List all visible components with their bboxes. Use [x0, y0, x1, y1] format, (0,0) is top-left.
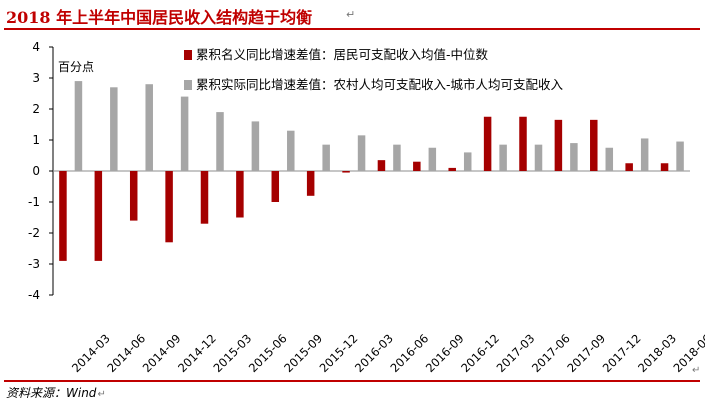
x-tick-label: 2016-12	[458, 331, 502, 375]
bar	[413, 161, 421, 171]
chart-legend: 累积名义同比增速差值：居民可支配收入均值-中位数累积实际同比增速差值：农村人均可…	[184, 47, 564, 92]
bar	[625, 163, 633, 171]
y-tick-label: -4	[28, 288, 40, 302]
bar	[180, 96, 189, 171]
x-tick-label: 2014-09	[140, 331, 184, 375]
bar	[216, 112, 224, 171]
paragraph-mark-icon: ↵	[97, 389, 106, 400]
legend-swatch	[184, 80, 192, 90]
bar	[590, 119, 598, 171]
chart-title: 2018 年上半年中国居民收入结构趋于均衡	[6, 8, 313, 27]
bar	[377, 160, 386, 171]
bar	[357, 135, 366, 171]
paragraph-mark-icon: ↵	[346, 8, 356, 21]
y-tick-label: 3	[32, 71, 40, 85]
legend-label: 累积名义同比增速差值：居民可支配收入均值-中位数	[196, 47, 489, 62]
x-tick-label: 2016-09	[423, 331, 467, 375]
bar	[570, 143, 578, 171]
bar	[322, 144, 330, 171]
bottom-divider	[4, 380, 700, 382]
bar	[251, 121, 260, 171]
y-tick-label: 0	[32, 164, 40, 178]
bar	[271, 171, 280, 202]
paragraph-mark-icon: ↵	[692, 365, 701, 376]
top-divider	[4, 28, 700, 30]
bar	[640, 138, 649, 171]
bar	[94, 171, 103, 261]
bar	[200, 171, 209, 224]
y-tick-label: -1	[28, 195, 40, 209]
source-note: 资料来源：Wind↵	[6, 386, 106, 400]
chart-axes: -4 -3 -2 -1 0 1 2 3 4 百分点	[28, 40, 690, 302]
bar	[74, 81, 83, 171]
bar	[499, 144, 507, 171]
x-tick-label: 2014-03	[69, 331, 113, 375]
bar	[483, 116, 492, 171]
bar	[428, 147, 437, 171]
y-tick-label: -3	[28, 257, 40, 271]
bar	[448, 167, 456, 171]
x-tick-labels: 2014-032014-062014-092014-122015-032015-…	[69, 331, 705, 375]
legend-label: 累积实际同比增速差值：农村人均可支配收入-城市人均可支配收入	[196, 77, 564, 92]
y-tick-label: 4	[32, 40, 40, 54]
bar	[605, 147, 614, 171]
x-tick-label: 2014-12	[175, 331, 219, 375]
bar	[306, 171, 315, 196]
x-tick-label: 2017-03	[494, 331, 538, 375]
bar	[519, 116, 527, 171]
y-tick-label: 2	[32, 102, 40, 116]
y-axis-label: 百分点	[58, 60, 94, 74]
x-tick-label: 2016-06	[387, 331, 431, 375]
bar	[236, 171, 244, 218]
bar	[554, 119, 563, 171]
chart-bars	[59, 81, 684, 261]
bar	[463, 152, 472, 171]
bar	[165, 171, 173, 243]
bar	[145, 84, 153, 171]
bar	[676, 141, 684, 171]
y-tick-label: -2	[28, 226, 40, 240]
bar	[534, 144, 543, 171]
y-tick-label: 1	[32, 133, 40, 147]
bar	[342, 171, 350, 173]
bar	[59, 171, 67, 261]
bar	[129, 171, 138, 221]
bar	[393, 144, 401, 171]
bar	[660, 163, 669, 171]
bar	[287, 130, 295, 171]
legend-swatch	[184, 50, 192, 60]
bar	[110, 87, 118, 171]
x-tick-label: 2014-06	[104, 331, 148, 375]
